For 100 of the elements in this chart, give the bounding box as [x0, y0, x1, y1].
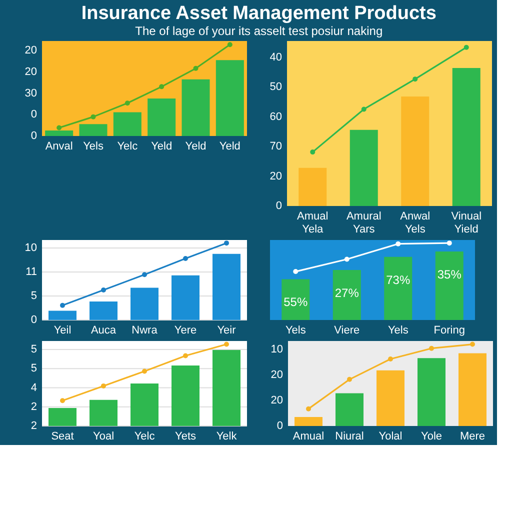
- bar: [458, 353, 486, 426]
- annotation: 73%: [386, 272, 410, 287]
- x-tick-label: Yeil: [54, 324, 72, 336]
- text: 4: [30, 382, 37, 394]
- x-tick-label: Yeld: [151, 140, 172, 152]
- point: [183, 353, 188, 358]
- text: 0: [276, 200, 282, 212]
- x-tick-label: Yoal: [92, 430, 114, 442]
- point: [344, 256, 350, 262]
- x-tick-label: Yeld: [219, 140, 240, 152]
- point: [293, 269, 298, 274]
- bar: [90, 400, 118, 426]
- bar: [212, 254, 240, 320]
- x-tick-label: Anval: [45, 140, 73, 152]
- x-tick-label: Mere: [460, 430, 486, 442]
- bar: [336, 393, 364, 426]
- point: [224, 240, 229, 246]
- x-tick-label: Yets: [174, 430, 196, 442]
- point: [60, 302, 65, 308]
- bar: [350, 130, 378, 206]
- annotation: 35%: [437, 268, 462, 282]
- text: 2: [30, 420, 37, 432]
- bar: [294, 417, 322, 426]
- bar: [212, 350, 240, 426]
- point: [224, 342, 229, 347]
- bar: [298, 168, 327, 206]
- point: [361, 106, 366, 112]
- bar: [45, 130, 74, 136]
- annotation: 27%: [334, 286, 360, 300]
- bar: [376, 370, 404, 426]
- text: 5: [30, 290, 37, 302]
- bar: [282, 279, 310, 320]
- x-tick-label: Anwal Yels: [400, 210, 430, 236]
- x-tick-label: Yelc: [117, 140, 138, 152]
- point: [306, 406, 311, 412]
- x-tick-label: Yels: [83, 140, 104, 152]
- x-tick-label: Vinual Yield: [451, 210, 482, 236]
- point: [142, 272, 147, 278]
- point: [56, 125, 62, 130]
- x-tick-label: Amural Yars: [346, 210, 382, 236]
- x-tick-label: Yolal: [378, 430, 402, 442]
- bar: [418, 358, 446, 426]
- x-tick-label: Yelc: [134, 430, 156, 442]
- x-tick-label: Yeir: [217, 324, 236, 336]
- point: [193, 66, 198, 71]
- point: [347, 376, 352, 382]
- bar: [332, 270, 361, 320]
- point: [446, 240, 452, 246]
- point: [429, 346, 434, 351]
- bar: [148, 98, 176, 136]
- text: 0: [30, 314, 37, 326]
- text: 20: [270, 170, 282, 182]
- bar: [130, 384, 158, 426]
- point: [388, 356, 393, 362]
- annotation: 55%: [284, 295, 308, 310]
- x-tick-label: Yels: [285, 324, 306, 336]
- bar: [79, 124, 108, 136]
- text: 30: [24, 87, 37, 100]
- bar: [401, 96, 430, 206]
- x-tick-label: Yeld: [185, 140, 206, 152]
- bar: [48, 408, 76, 426]
- text: 50: [270, 81, 282, 94]
- x-tick-label: Viere: [334, 324, 360, 336]
- bar: [172, 366, 200, 426]
- bar: [48, 310, 76, 320]
- x-tick-label: Seat: [51, 430, 74, 442]
- text: 40: [270, 52, 282, 64]
- point: [412, 76, 418, 82]
- point: [159, 84, 164, 90]
- point: [142, 368, 147, 374]
- point: [124, 100, 130, 106]
- chart-title: Insurance Asset Management Products: [81, 3, 436, 24]
- x-tick-label: Amual: [292, 430, 324, 442]
- point: [470, 342, 475, 347]
- point: [310, 150, 316, 155]
- text: 10: [270, 344, 283, 356]
- point: [396, 241, 401, 246]
- x-tick-label: Auca: [90, 324, 117, 336]
- text: 0: [276, 420, 283, 432]
- x-tick-label: Yelk: [216, 430, 238, 442]
- text: 20: [270, 369, 283, 381]
- x-tick-label: Niural: [335, 430, 364, 442]
- point: [183, 256, 188, 261]
- point: [90, 114, 96, 120]
- x-tick-label: Foring: [434, 324, 465, 336]
- bar: [113, 112, 142, 136]
- bar: [182, 79, 210, 136]
- text: 5: [30, 362, 37, 375]
- point: [101, 288, 106, 292]
- text: 20: [270, 394, 283, 406]
- text: 20: [24, 66, 37, 78]
- text: 60: [270, 110, 282, 123]
- bar: [384, 256, 412, 320]
- x-tick-label: Nwra: [132, 324, 158, 336]
- bar: [90, 302, 118, 320]
- x-tick-label: Yels: [388, 324, 409, 336]
- text: 0: [30, 130, 37, 142]
- point: [60, 398, 65, 404]
- bar: [130, 288, 158, 320]
- bar: [172, 275, 200, 320]
